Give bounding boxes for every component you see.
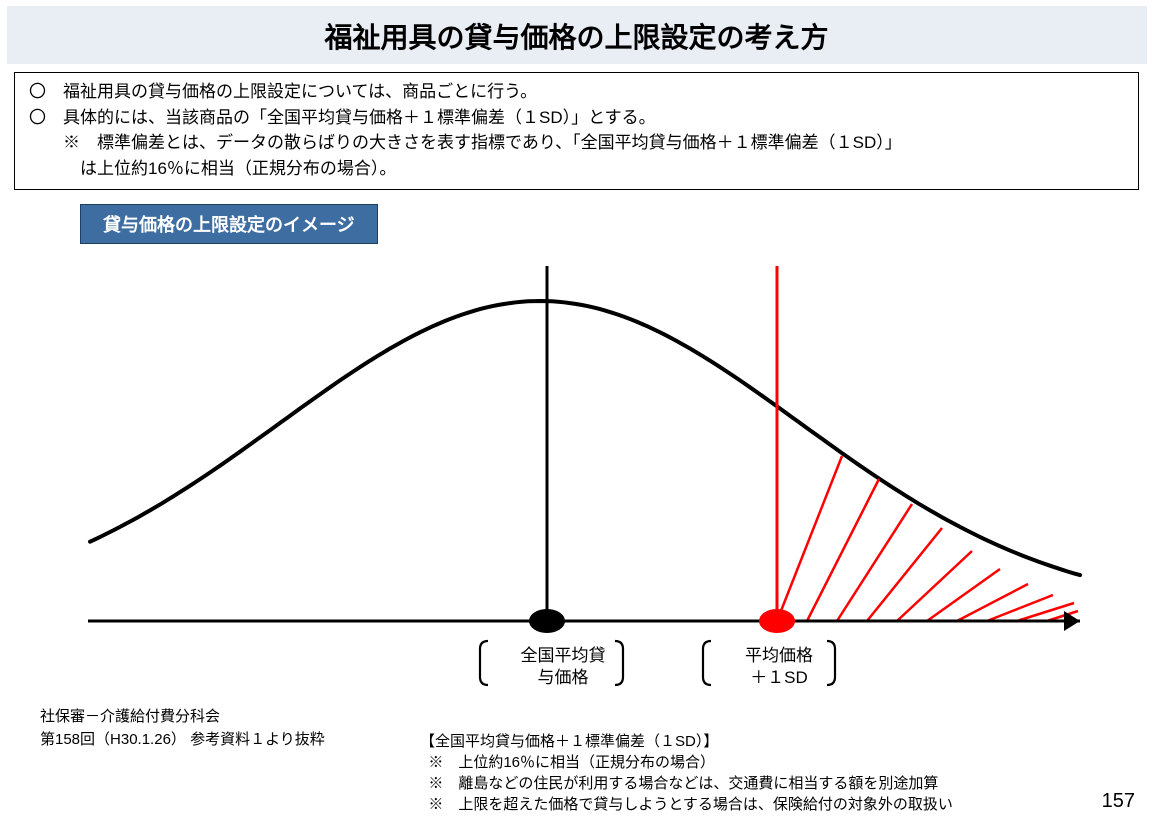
info-line-2: 〇 具体的には、当該商品の「全国平均貸与価格＋１標準偏差（１SD）」とする。 [29, 105, 1124, 131]
page-title: 福祉用具の貸与価格の上限設定の考え方 [7, 16, 1147, 56]
info-box: 〇 福祉用具の貸与価格の上限設定については、商品ごとに行う。 〇 具体的には、当… [14, 72, 1139, 190]
subtitle-tag: 貸与価格の上限設定のイメージ [80, 204, 378, 244]
note-2-text: ※ 離島などの住民が利用する場合などは、交通費に相当する額を別途加算 [428, 775, 938, 792]
bell-chart-svg [80, 266, 1090, 646]
bracket-sd [693, 637, 845, 691]
source-text: 社保審－介護給付費分科会 第158回（H30.1.26） 参考資料１より抜粋 [40, 706, 325, 751]
bracket-mean [470, 637, 633, 691]
note-3-text: ※ 上限を超えた価格で貸与しようとする場合は、保険給付の対象外の取扱い [428, 796, 953, 813]
info-line-3: ※ 標準偏差とは、データの散らばりの大きさを表す指標であり、「全国平均貸与価格＋… [29, 130, 1124, 156]
title-band: 福祉用具の貸与価格の上限設定の考え方 [7, 6, 1147, 64]
note-3: ※ 上限を超えた価格で貸与しようとする場合は、保険給付の対象外の取扱い [420, 794, 953, 815]
note-1: ※ 上位約16％に相当（正規分布の場合） [420, 752, 953, 773]
bottom-notes: 【全国平均貸与価格＋１標準偏差（１SD）】 ※ 上位約16％に相当（正規分布の場… [420, 731, 953, 815]
note-1-text: ※ 上位約16％に相当（正規分布の場合） [428, 754, 715, 771]
note-2: ※ 離島などの住民が利用する場合などは、交通費に相当する額を別途加算 [420, 773, 953, 794]
notes-header: 【全国平均貸与価格＋１標準偏差（１SD）】 [420, 731, 953, 752]
page-number: 157 [1102, 790, 1135, 813]
info-line-4: は上位約16％に相当（正規分布の場合）。 [29, 156, 1124, 182]
info-line-1: 〇 福祉用具の貸与価格の上限設定については、商品ごとに行う。 [29, 79, 1124, 105]
chart-region [80, 266, 1090, 646]
source-line-2: 第158回（H30.1.26） 参考資料１より抜粋 [40, 729, 325, 752]
source-line-1: 社保審－介護給付費分科会 [40, 706, 325, 729]
